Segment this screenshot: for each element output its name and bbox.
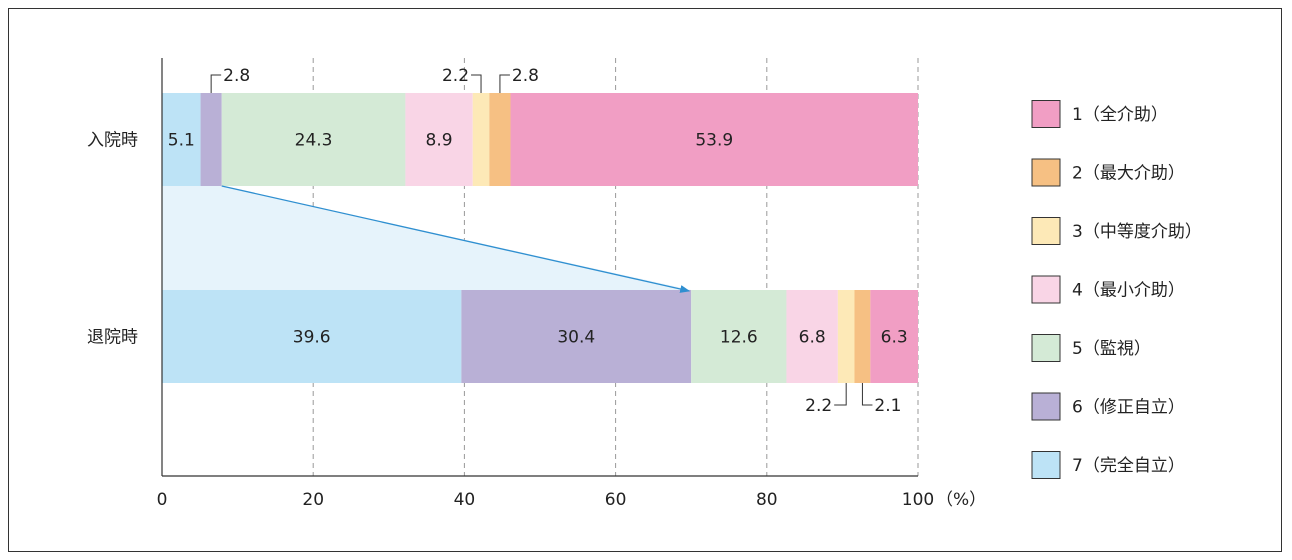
legend-label: 5（監視） — [1072, 339, 1151, 359]
bar-segment — [405, 93, 473, 186]
legend-entry: 2（最大介助） — [1031, 158, 1185, 187]
callout-label: 2.2 — [805, 396, 832, 416]
callout: 2.1 — [861, 383, 901, 416]
legend-entry: 1（全介助） — [1031, 100, 1168, 128]
callout-label: 2.8 — [512, 66, 539, 86]
data-label: 6.3 — [881, 328, 908, 348]
x-tick-label: 100 — [902, 490, 934, 510]
x-tick-label: 0 — [157, 490, 168, 510]
transition-band — [162, 186, 692, 290]
legend-label: 7（完全自立） — [1072, 456, 1185, 476]
legend-swatch — [1031, 158, 1061, 187]
x-axis-unit: （%） — [936, 490, 986, 510]
data-label: 8.9 — [426, 131, 453, 151]
segment-labels: 5.1 24.3 8.9 53.9 39.6 30.4 12.6 6.8 6.3 — [168, 131, 908, 348]
legend-swatch — [1031, 392, 1061, 421]
legend-label: 2（最大介助） — [1072, 164, 1185, 184]
legend-swatch — [1031, 334, 1061, 362]
legend-swatch — [1031, 275, 1061, 304]
callout-label: 2.1 — [874, 396, 901, 416]
data-label: 24.3 — [295, 131, 333, 151]
callout: 2.8 — [210, 66, 250, 93]
legend-swatch — [1031, 100, 1061, 128]
legend-entry: 3（中等度介助） — [1031, 217, 1202, 245]
data-label: 30.4 — [557, 328, 595, 348]
callout: 2.2 — [442, 66, 482, 93]
x-tick-label: 20 — [302, 490, 324, 510]
data-label: 12.6 — [720, 328, 758, 348]
bar-segment — [691, 290, 787, 383]
callout-label: 2.8 — [223, 66, 250, 86]
legend: 1（全介助） 2（最大介助） 3（中等度介助） 4（最小介助） 5（監視） 6（修正自立）… — [1031, 100, 1202, 479]
legend-label: 1（全介助） — [1072, 105, 1168, 125]
bar-segment — [200, 93, 222, 186]
legend-label: 4（最小介助） — [1072, 281, 1185, 301]
bar-segment — [510, 93, 918, 186]
data-label: 53.9 — [695, 131, 733, 151]
bar-segment — [162, 290, 462, 383]
category-label: 入院時 — [87, 131, 138, 151]
legend-entry: 6（修正自立） — [1031, 392, 1185, 421]
bar-segment — [461, 290, 692, 383]
bar-segment — [837, 290, 855, 383]
legend-label: 3（中等度介助） — [1072, 222, 1202, 242]
bar-segment — [854, 290, 871, 383]
x-tick-label: 60 — [605, 490, 627, 510]
data-label: 5.1 — [168, 131, 195, 151]
data-label: 6.8 — [799, 328, 826, 348]
legend-entry: 5（監視） — [1031, 334, 1151, 362]
bar-segment — [221, 93, 406, 186]
legend-label: 6（修正自立） — [1072, 398, 1185, 418]
data-label: 39.6 — [293, 328, 331, 348]
x-tick-label: 80 — [756, 490, 778, 510]
callout: 2.8 — [499, 66, 539, 93]
callout: 2.2 — [805, 383, 847, 416]
legend-entry: 7（完全自立） — [1031, 451, 1185, 479]
legend-swatch — [1031, 217, 1061, 245]
chart-frame — [8, 8, 1282, 552]
x-tick-label: 40 — [454, 490, 476, 510]
bar-segment — [162, 93, 201, 186]
bar-segment — [472, 93, 490, 186]
bar-segment — [870, 290, 918, 383]
bar-segment — [489, 93, 511, 186]
callout-label: 2.2 — [442, 66, 469, 86]
legend-swatch — [1031, 451, 1061, 479]
category-label: 退院時 — [87, 328, 138, 348]
legend-entry: 4（最小介助） — [1031, 275, 1185, 304]
bar-segment — [786, 290, 838, 383]
callouts: 2.8 2.2 2.8 2.2 2.1 — [210, 66, 901, 416]
transition-arrow — [221, 185, 691, 293]
bars — [162, 93, 918, 383]
transition-band-shape — [162, 186, 692, 290]
